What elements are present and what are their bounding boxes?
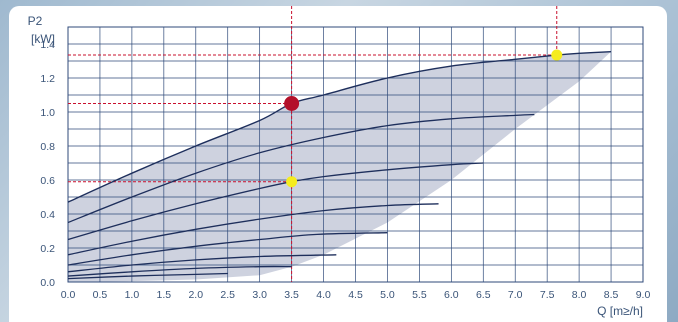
curve-series: [67, 232, 388, 266]
x-tick-label: 7.0: [508, 289, 523, 301]
operating-point-secondary-marker: [286, 176, 298, 188]
y-tick-label: 0.8: [40, 141, 55, 153]
x-tick-label: 3.5: [284, 289, 299, 301]
x-tick-label: 8.5: [604, 289, 619, 301]
y-tick-label: 0.6: [40, 175, 55, 187]
x-tick-label: 4.5: [348, 289, 363, 301]
curve-series: [67, 254, 337, 273]
y-tick-label: 1.4: [40, 39, 55, 51]
x-tick-label: 3.0: [252, 289, 267, 301]
y-tick-label: 1.0: [40, 107, 55, 119]
max-point-marker: [551, 49, 563, 61]
x-tick-label: 8.0: [572, 289, 587, 301]
x-tick-label: 7.5: [540, 289, 555, 301]
x-tick-label: 4.0: [316, 289, 331, 301]
x-tick-label: 6.0: [444, 289, 459, 301]
y-axis-unit: [kW]: [31, 32, 55, 46]
operating-envelope: [68, 51, 612, 283]
y-tick-label: 0.4: [40, 209, 55, 221]
x-tick-label: 5.5: [412, 289, 427, 301]
x-tick-label: 5.0: [380, 289, 395, 301]
power-curve-chart: P2 [kW] Q [m≥/h] 0.0 0.5 1.0 1.5 2.0 2.5 3.0 3.…: [28, 6, 651, 318]
curve-series: [67, 113, 535, 224]
y-tick-label: 0.0: [40, 277, 55, 289]
curve-series: [67, 272, 228, 280]
x-tick-label: 2.5: [220, 289, 235, 301]
plot-frame: [67, 26, 644, 283]
x-tick-label: 0.0: [61, 289, 76, 301]
x-tick-label: 2.0: [188, 289, 203, 301]
curve-series: [67, 203, 439, 256]
x-tick-label: 0.5: [93, 289, 108, 301]
x-tick-label: 1.0: [125, 289, 140, 301]
curve-series: [67, 265, 292, 277]
y-tick-label: 1.2: [40, 73, 55, 85]
y-tick-label: 0.2: [40, 243, 55, 255]
chart-panel: P2 [kW] Q [m≥/h] 0.0 0.5 1.0 1.5 2.0 2.5 3.0 3.…: [9, 6, 667, 322]
y-axis-label: P2: [28, 14, 43, 28]
operating-point-marker: [284, 96, 300, 111]
x-tick-label: 1.5: [157, 289, 172, 301]
x-axis-label: Q [m≥/h]: [597, 304, 643, 318]
x-tick-label: 6.5: [476, 289, 491, 301]
x-tick-label: 9.0: [636, 289, 651, 301]
